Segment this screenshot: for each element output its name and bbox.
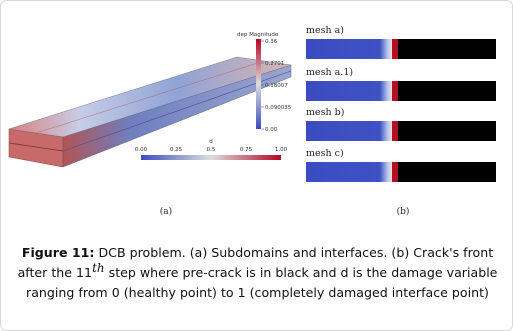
damage-front — [392, 81, 398, 101]
panel-label: (b) — [397, 206, 410, 217]
tick-label: 0.36 — [265, 39, 278, 45]
mesh-label: mesh c) — [306, 148, 344, 159]
pre-crack — [398, 81, 496, 101]
colorbar-d: d 0.00 0.25 0.5 0.75 1.00 — [135, 139, 288, 160]
tick-label: 0.2701 — [265, 61, 284, 67]
tick-label: 0.00 — [135, 147, 148, 153]
tick-label: 0.00 — [265, 127, 278, 133]
mesh-label: mesh a.1) — [306, 67, 353, 78]
mesh-strip — [306, 162, 392, 182]
mesh-strip — [306, 121, 392, 141]
tick-label: 1.00 — [275, 147, 288, 153]
pre-crack — [398, 39, 496, 59]
colorbar-title: dep Magnitude — [237, 32, 279, 38]
colorbar-title: d — [209, 139, 213, 145]
tick-label: 0.090035 — [265, 105, 292, 111]
caption: Figure 11: DCB problem. (a) Subdomains a… — [15, 243, 500, 303]
mesh-label: mesh a) — [306, 25, 344, 36]
tick-label: 0.5 — [207, 147, 216, 153]
panel-label: (a) — [160, 206, 172, 217]
caption-superscript: th — [92, 261, 105, 275]
pre-crack — [398, 162, 496, 182]
pre-crack — [398, 121, 496, 141]
figure-graphics: dep Magnitude 0.36 0.2701 0.18007 0.090035 0… — [1, 1, 512, 241]
tick-label: 0.25 — [170, 147, 183, 153]
damage-front — [392, 121, 398, 141]
mesh-label: mesh b) — [306, 107, 344, 118]
damage-front — [392, 162, 398, 182]
damage-front — [392, 39, 398, 59]
mesh-strip — [306, 39, 392, 59]
tick-label: 0.18007 — [265, 83, 288, 89]
tick-label: 0.75 — [240, 147, 253, 153]
mesh-strip — [306, 81, 392, 101]
figure: dep Magnitude 0.36 0.2701 0.18007 0.090035 0… — [0, 0, 513, 331]
caption-label: Figure 11: — [22, 245, 95, 260]
mesh-panel: mesh a) mesh a.1) mesh b) mesh c) — [306, 25, 496, 182]
